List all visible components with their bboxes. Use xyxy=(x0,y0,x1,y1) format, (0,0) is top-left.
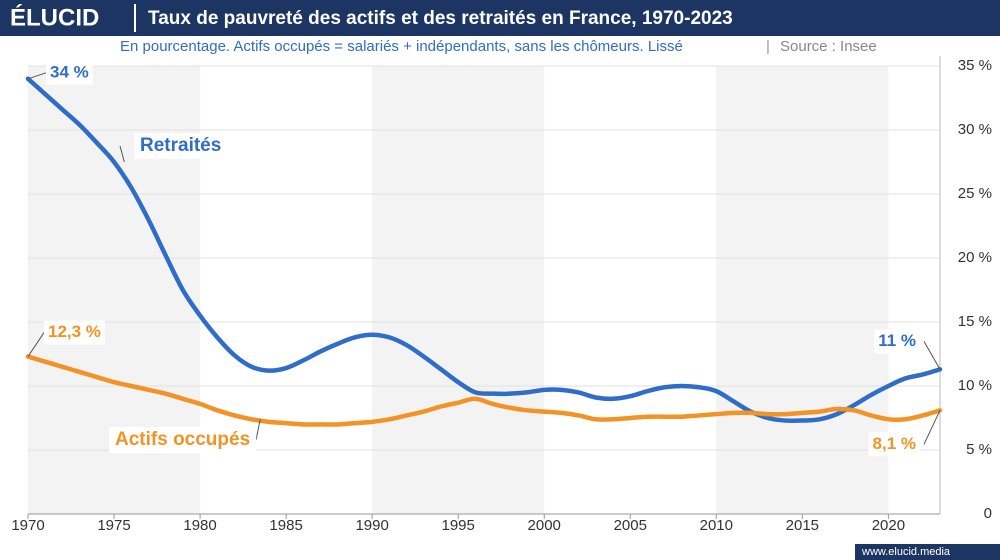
value-label: 34 % xyxy=(50,62,89,81)
leader-line xyxy=(923,341,941,370)
series-label: Retraités xyxy=(140,135,221,156)
leader-line xyxy=(27,72,47,80)
x-tick-label: 1985 xyxy=(269,517,302,534)
value-label: 11 % xyxy=(878,331,916,350)
y-tick-label: 20 % xyxy=(958,249,992,266)
leader-line xyxy=(119,145,125,163)
label-background xyxy=(134,133,228,159)
label-background xyxy=(44,320,105,345)
y-tick-label: 30 % xyxy=(958,121,992,138)
y-tick-label: 15 % xyxy=(958,313,992,330)
footer-bar xyxy=(855,544,1000,560)
x-tick-label: 2000 xyxy=(528,517,561,534)
y-tick-label: 35 % xyxy=(958,57,992,74)
x-tick-label: 1995 xyxy=(442,517,475,534)
line xyxy=(25,76,943,424)
x-tick-label: 2015 xyxy=(786,517,819,534)
x-tick-label: 1990 xyxy=(355,517,388,534)
label-background xyxy=(46,60,93,85)
footer: www.elucid.media xyxy=(861,546,951,558)
chart-title: Taux de pauvreté des actifs et des retra… xyxy=(148,8,733,29)
line xyxy=(25,354,943,427)
value-label: 12,3 % xyxy=(48,322,101,341)
y-tick-label: 25 % xyxy=(958,185,992,202)
separator: | xyxy=(766,38,770,55)
x-tick-label: 2020 xyxy=(872,517,905,534)
label-background xyxy=(868,432,920,457)
x-tick-label: 1975 xyxy=(97,517,130,534)
series-label: Actifs occupés xyxy=(115,429,250,450)
label-background xyxy=(874,329,920,354)
header-separator xyxy=(134,4,136,32)
y-tick-label: 5 % xyxy=(966,441,992,458)
y-tick-label: 10 % xyxy=(958,377,992,394)
x-tick-label: 2005 xyxy=(614,517,647,534)
leader-line xyxy=(923,410,941,445)
header-bar xyxy=(0,0,1000,36)
y-tick-label: 0 xyxy=(984,505,992,522)
leader-line xyxy=(27,332,45,357)
background-band xyxy=(716,66,889,514)
label-background xyxy=(109,427,257,453)
x-tick-label: 1970 xyxy=(11,517,44,534)
value-label: 8,1 % xyxy=(873,434,916,453)
background-band xyxy=(372,66,545,514)
logo: ÉLUCID xyxy=(10,3,99,31)
x-tick-label: 1980 xyxy=(183,517,216,534)
plot: 0 5 % 10 % 15 % 20 % 25 % 30 % 35 % 1970 1975 1980… xyxy=(11,56,992,534)
subtitle: En pourcentage. Actifs occupés = salarié… xyxy=(120,38,683,55)
leader-line xyxy=(255,419,261,441)
source: Source : Insee xyxy=(780,38,877,55)
x-tick-label: 2010 xyxy=(700,517,733,534)
